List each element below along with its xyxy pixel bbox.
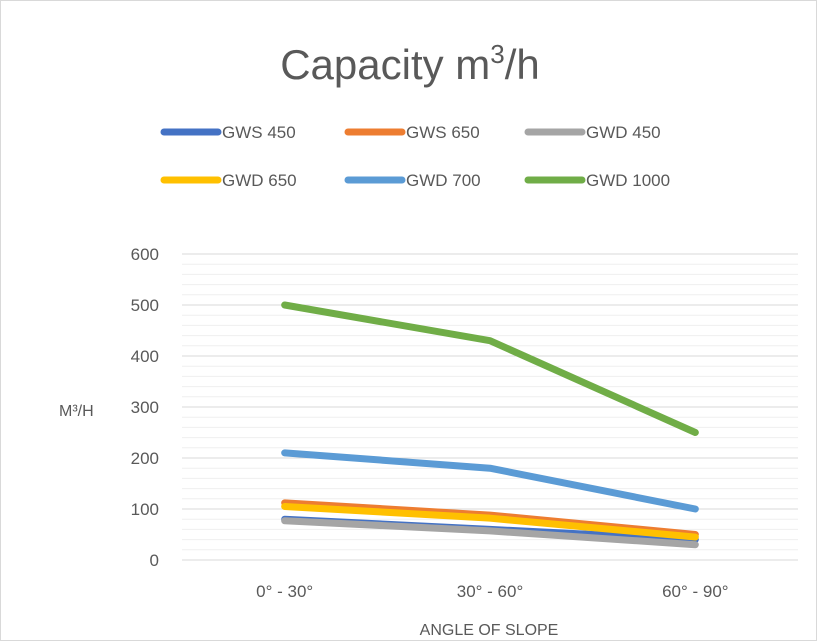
x-axis-ticks: 0° - 30° 30° - 60° 60° - 90° [256,582,728,601]
x-axis-title: ANGLE OF SLOPE [420,622,559,639]
chart-title: Capacity m3/h [280,39,540,88]
legend-label: GWS 450 [222,123,296,142]
y-tick-label: 0 [150,551,159,570]
y-tick-label: 100 [131,500,159,519]
y-tick-label: 400 [131,347,159,366]
legend-label: GWD 700 [406,171,481,190]
series-lines [281,301,699,549]
series-line-gwd-1000 [281,301,699,436]
x-tick-label: 30° - 60° [457,582,524,601]
x-tick-label: 60° - 90° [662,582,729,601]
y-axis-ticks: 0 100 200 300 400 500 600 [131,245,159,570]
y-tick-label: 200 [131,449,159,468]
series-line-gwd-450 [281,517,699,549]
legend: GWS 450 GWS 650 GWD 450 GWD 650 GWD 700 GWD 1… [160,123,670,190]
series-line-gwd-700 [281,449,699,513]
y-tick-label: 500 [131,296,159,315]
legend-label: GWD 1000 [586,171,670,190]
x-tick-label: 0° - 30° [256,582,313,601]
y-tick-label: 300 [131,398,159,417]
y-axis-title: M³/H [59,403,94,420]
legend-label: GWS 650 [406,123,480,142]
legend-label: GWD 450 [586,123,661,142]
series-line-gwd-650 [281,502,699,541]
y-tick-label: 600 [131,245,159,264]
legend-label: GWD 650 [222,171,297,190]
